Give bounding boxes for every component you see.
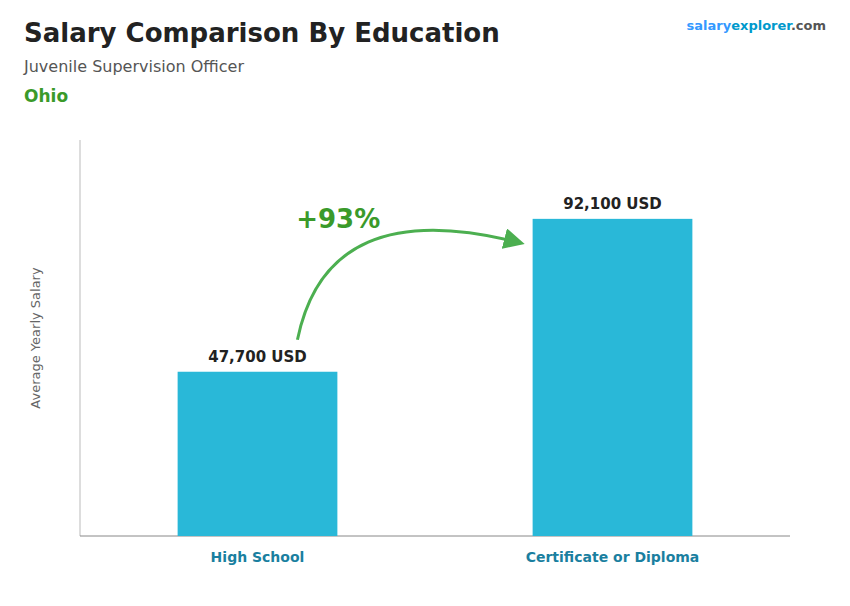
bar (178, 372, 338, 536)
change-label: +93% (296, 204, 380, 234)
change-arrow (297, 230, 520, 340)
subtitle: Juvenile Supervision Officer (23, 57, 244, 76)
title: Salary Comparison By Education (24, 18, 500, 48)
location: Ohio (24, 86, 68, 106)
watermark: salaryexplorer.com (687, 18, 826, 33)
y-axis-line (80, 140, 81, 536)
data-label: 92,100 USD (563, 195, 662, 213)
bar (533, 219, 693, 536)
data-label: 47,700 USD (208, 348, 307, 366)
watermark-part: explorer (731, 18, 793, 33)
chart-container: Salary Comparison By Education Juvenile S… (0, 0, 850, 606)
bars (178, 219, 693, 536)
y-axis-label: Average Yearly Salary (28, 267, 43, 409)
chart: Salary Comparison By Education Juvenile S… (0, 0, 850, 606)
category-label: Certificate or Diploma (526, 549, 700, 565)
watermark-part: .com (791, 18, 826, 33)
category-label: High School (211, 549, 305, 565)
watermark-part: salary (687, 18, 732, 33)
